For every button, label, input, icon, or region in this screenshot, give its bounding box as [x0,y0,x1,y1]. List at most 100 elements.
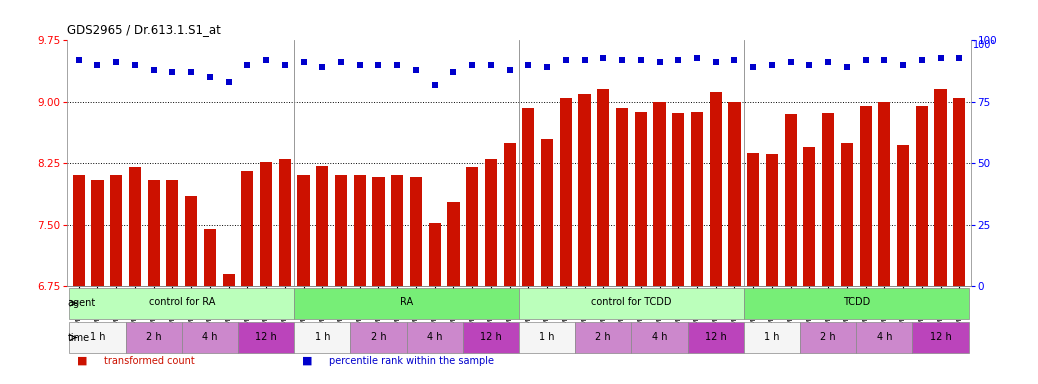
Point [501,67,518,73]
Bar [687,322,744,353]
Bar [519,288,744,319]
Text: 4 h: 4 h [202,332,218,342]
Bar [747,153,759,286]
Text: 1 h: 1 h [89,332,105,342]
Point [276,62,293,68]
Point [539,64,555,70]
Bar [182,322,238,353]
Point [708,60,725,66]
Point [313,64,330,70]
Bar [897,145,909,286]
Bar [317,166,328,286]
Text: TCDD: TCDD [843,298,870,308]
Bar [559,98,572,286]
Point [670,57,686,63]
Bar [222,274,235,286]
Bar [70,288,294,319]
Point [932,55,949,61]
Bar [578,94,591,286]
Bar [166,179,179,286]
Bar [503,143,516,286]
Point [408,67,425,73]
Bar [841,143,853,286]
Bar [407,322,463,353]
Point [464,62,481,68]
Text: 1 h: 1 h [315,332,330,342]
Bar [575,322,631,353]
Point [764,62,781,68]
Point [557,57,574,63]
Bar [616,108,628,286]
Point [688,55,705,61]
Bar [744,322,800,353]
Bar [298,175,309,286]
Bar [822,113,835,286]
Point [239,62,255,68]
Point [201,74,218,80]
Point [651,60,667,66]
Bar [912,322,968,353]
Point [745,64,762,70]
Point [427,81,443,88]
Bar [70,322,126,353]
Bar [373,177,384,286]
Text: 1 h: 1 h [540,332,555,342]
Bar [634,112,647,286]
Text: 2 h: 2 h [820,332,836,342]
Text: percentile rank within the sample: percentile rank within the sample [329,356,494,366]
Point [71,57,87,63]
Bar [91,179,104,286]
Bar [729,102,740,286]
Bar [294,322,351,353]
Text: ■: ■ [77,356,87,366]
Bar [522,108,535,286]
Text: 12 h: 12 h [255,332,277,342]
Bar [410,177,422,286]
Text: 12 h: 12 h [930,332,952,342]
Point [801,62,818,68]
Point [89,62,106,68]
Point [857,57,874,63]
Text: agent: agent [67,298,97,308]
Text: 2 h: 2 h [146,332,162,342]
Bar [147,179,160,286]
Bar [766,154,778,286]
Point [951,55,967,61]
Bar [73,175,85,286]
Text: 2 h: 2 h [596,332,611,342]
Bar [463,322,519,353]
Bar [878,102,891,286]
Bar [185,196,197,286]
Bar [631,322,687,353]
Bar [934,89,947,286]
Point [895,62,911,68]
Point [576,57,593,63]
Bar [203,228,216,286]
Text: 4 h: 4 h [427,332,442,342]
Bar [654,102,665,286]
Bar [859,106,872,286]
Bar [447,202,460,286]
Bar [238,322,294,353]
Text: 1 h: 1 h [764,332,780,342]
Point [727,57,743,63]
Point [839,64,855,70]
Bar [110,175,122,286]
Bar [294,288,519,319]
Bar [351,322,407,353]
Point [257,57,274,63]
Bar [260,162,272,286]
Text: GDS2965 / Dr.613.1.S1_at: GDS2965 / Dr.613.1.S1_at [67,23,221,36]
Bar [519,322,575,353]
Bar [129,167,141,286]
Bar [916,106,928,286]
Point [595,55,611,61]
Bar [953,98,965,286]
Point [371,62,387,68]
Bar [856,322,912,353]
Point [108,60,125,66]
Point [445,69,462,75]
Text: 12 h: 12 h [705,332,727,342]
Bar [673,113,684,286]
Bar [335,175,347,286]
